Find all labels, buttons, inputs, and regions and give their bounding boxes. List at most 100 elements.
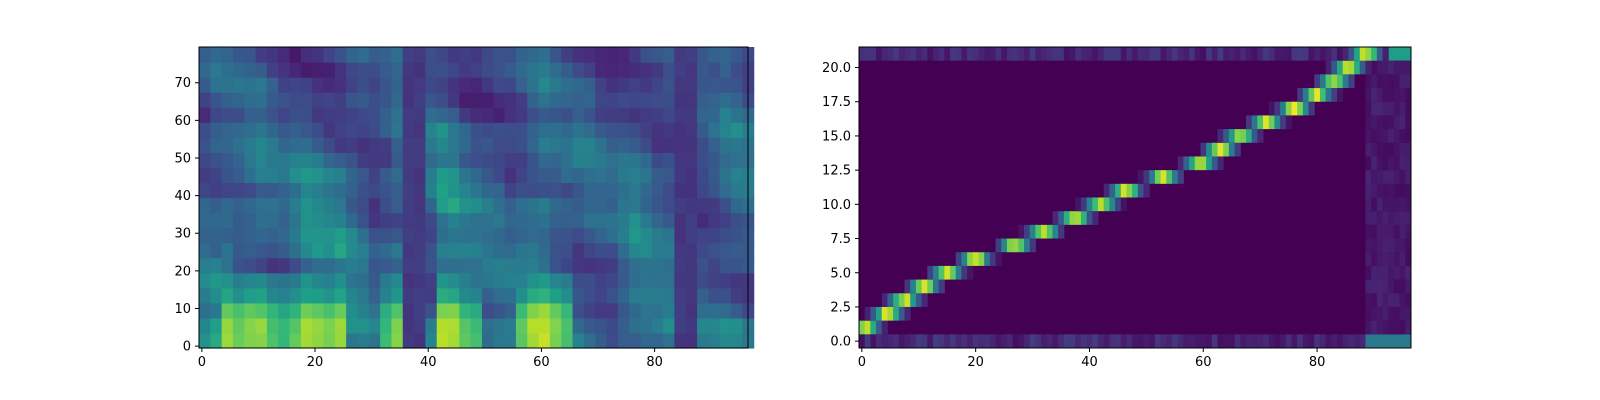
- alignment-cell: [1371, 60, 1378, 75]
- mel-cell: [549, 302, 562, 319]
- mel-cell: [459, 212, 472, 229]
- mel-cell: [697, 62, 709, 78]
- alignment-path-cell: [1211, 142, 1219, 157]
- mel-cell: [278, 227, 291, 244]
- alignment-cell: [1365, 238, 1372, 253]
- mel-cell: [719, 302, 732, 319]
- mel-cell: [346, 212, 359, 229]
- mel-cell: [617, 332, 630, 349]
- mel-cell: [436, 317, 449, 334]
- mel-cell: [515, 287, 528, 304]
- alignment-cell: [1376, 197, 1384, 212]
- mel-cell: [368, 62, 381, 78]
- mel-cell: [538, 197, 551, 214]
- mel-cell: [312, 47, 325, 63]
- mel-cell: [583, 62, 596, 78]
- alignment-path-cell: [1058, 211, 1065, 225]
- mel-cell: [391, 317, 404, 334]
- mel-cell: [199, 137, 211, 153]
- mel-cell: [595, 167, 608, 184]
- alignment-path-cell: [1245, 129, 1253, 143]
- mel-cell: [685, 332, 698, 349]
- mel-cell: [380, 272, 393, 289]
- alignment-cell: [1251, 334, 1258, 348]
- alignment-cell: [1405, 129, 1412, 143]
- mel-cell: [210, 62, 223, 78]
- mel-cell: [244, 182, 257, 199]
- mel-cell: [402, 152, 415, 168]
- mel-cell: [255, 182, 268, 199]
- alignment-path-cell: [932, 279, 940, 294]
- alignment-path-cell: [1302, 88, 1310, 102]
- alignment-cell: [1382, 334, 1389, 348]
- mel-cell: [210, 332, 223, 349]
- y-tick-label: 7.5: [830, 232, 851, 247]
- mel-cell: [402, 257, 415, 274]
- mel-cell: [436, 242, 449, 259]
- alignment-cell: [932, 334, 940, 348]
- mel-cell: [266, 197, 279, 214]
- mel-cell: [414, 122, 426, 138]
- mel-cell: [719, 272, 732, 289]
- alignment-cell: [1325, 334, 1332, 348]
- alignment-cell: [1268, 334, 1275, 348]
- mel-cell: [300, 242, 313, 259]
- mel-cell: [640, 182, 653, 199]
- mel-cell: [561, 332, 574, 349]
- mel-cell: [210, 152, 223, 168]
- alignment-cell: [972, 47, 979, 61]
- alignment-path-cell: [1018, 238, 1025, 253]
- mel-cell: [685, 287, 698, 304]
- mel-cell: [300, 62, 313, 78]
- mel-cell: [357, 167, 370, 184]
- alignment-path-cell: [1245, 115, 1253, 130]
- alignment-cell: [1263, 47, 1270, 61]
- mel-cell: [719, 227, 732, 244]
- alignment-path-cell: [1331, 74, 1338, 89]
- mel-cell: [232, 152, 245, 168]
- mel-cell: [289, 182, 302, 199]
- mel-cell: [708, 167, 721, 184]
- alignment-path-cell: [1132, 183, 1139, 198]
- mel-cell: [425, 122, 438, 138]
- mel-cell: [391, 287, 404, 304]
- mel-cell: [436, 62, 449, 78]
- mel-cell: [289, 287, 302, 304]
- mel-cell: [425, 77, 438, 93]
- alignment-cell: [1382, 197, 1389, 212]
- alignment-cell: [1371, 101, 1378, 116]
- alignment-cell: [1365, 115, 1372, 130]
- alignment-cell: [1376, 142, 1384, 157]
- alignment-cell: [1393, 88, 1401, 102]
- alignment-cell: [1382, 224, 1389, 239]
- mel-cell: [312, 317, 325, 334]
- alignment-cell: [1376, 211, 1384, 225]
- alignment-path-cell: [1098, 197, 1105, 212]
- alignment-cell: [1376, 170, 1384, 184]
- alignment-path-cell: [927, 265, 934, 280]
- alignment-cell: [1098, 47, 1105, 61]
- mel-cell: [708, 47, 721, 63]
- mel-cell: [719, 257, 732, 274]
- mel-cell: [300, 212, 313, 229]
- alignment-cell: [1382, 115, 1389, 130]
- mel-cell: [731, 77, 743, 93]
- mel-cell: [402, 92, 415, 108]
- mel-cell: [663, 212, 676, 229]
- mel-cell: [595, 227, 608, 244]
- mel-cell: [300, 182, 313, 199]
- alignment-cell: [1399, 156, 1406, 171]
- mel-cell: [300, 272, 313, 289]
- mel-cell: [663, 62, 676, 78]
- mel-cell: [527, 212, 540, 229]
- mel-cell: [527, 272, 540, 289]
- mel-cell: [731, 272, 743, 289]
- alignment-cell: [1331, 47, 1338, 61]
- alignment-cell: [876, 334, 883, 348]
- mel-cell: [255, 212, 268, 229]
- alignment-cell: [1297, 334, 1304, 348]
- alignment-cell: [1405, 320, 1412, 335]
- mel-cell: [266, 272, 279, 289]
- mel-cell: [527, 107, 540, 123]
